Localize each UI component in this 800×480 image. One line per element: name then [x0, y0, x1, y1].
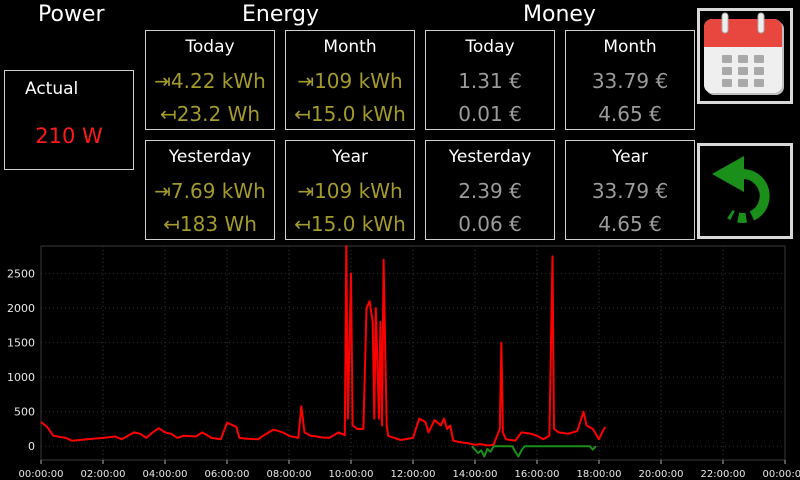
energy-header: Energy — [242, 2, 320, 27]
energy-today-label: Today — [185, 37, 235, 57]
x-tick-label: 02:00:00 — [81, 469, 126, 480]
money-yesterday-credit: 0.06 € — [458, 212, 522, 236]
money-month-panel: Month 33.79 € 4.65 € — [565, 30, 695, 130]
x-tick-label: 00:00:00 — [763, 469, 800, 480]
money-year-panel: Year 33.79 € 4.65 € — [565, 140, 695, 240]
calendar-icon — [704, 12, 784, 95]
power-chart: 0 500 1000 1500 2000 2500 00:00:00 02:00:00 04:… — [7, 245, 800, 480]
energy-month-export: ↤15.0 kWh — [294, 102, 406, 126]
x-tick-label: 20:00:00 — [639, 469, 684, 480]
energy-yesterday-panel: Yesterday ⇥7.69 kWh ↤183 Wh — [145, 140, 275, 240]
chart-y-axis: 0 500 1000 1500 2000 2500 — [7, 268, 35, 454]
energy-month-import: ⇥109 kWh — [297, 69, 403, 93]
money-yesterday-cost: 2.39 € — [458, 179, 522, 203]
money-year-cost: 33.79 € — [591, 179, 669, 203]
energy-yesterday-export: ↤183 Wh — [163, 212, 257, 236]
x-tick-label: 12:00:00 — [391, 469, 436, 480]
energy-month-label: Month — [323, 37, 377, 57]
money-yesterday-label: Yesterday — [448, 147, 532, 167]
series-line — [40, 245, 607, 447]
energy-year-panel: Year ⇥109 kWh ↤15.0 kWh — [285, 140, 415, 240]
series-line — [471, 445, 597, 458]
x-tick-label: 16:00:00 — [515, 469, 560, 480]
x-tick-label: 06:00:00 — [205, 469, 250, 480]
back-button[interactable] — [697, 143, 793, 239]
money-yesterday-panel: Yesterday 2.39 € 0.06 € — [425, 140, 555, 240]
y-tick-label: 500 — [14, 406, 35, 419]
x-tick-label: 14:00:00 — [453, 469, 498, 480]
money-month-label: Month — [603, 37, 657, 57]
chart-x-axis: 00:00:00 02:00:00 04:00:00 06:00:00 08:00:00… — [19, 469, 800, 480]
energy-year-export: ↤15.0 kWh — [294, 212, 406, 236]
power-header: Power — [38, 2, 105, 27]
money-today-cost: 1.31 € — [458, 69, 522, 93]
money-header: Money — [523, 2, 596, 27]
energy-year-label: Year — [332, 147, 368, 167]
y-tick-label: 1000 — [7, 371, 35, 384]
energy-today-panel: Today ⇥4.22 kWh ↤23.2 Wh — [145, 30, 275, 130]
x-tick-label: 22:00:00 — [701, 469, 746, 480]
energy-year-import: ⇥109 kWh — [297, 179, 403, 203]
calendar-button[interactable] — [697, 8, 793, 104]
energy-today-import: ⇥4.22 kWh — [154, 69, 266, 93]
money-month-cost: 33.79 € — [591, 69, 669, 93]
x-tick-label: 04:00:00 — [143, 469, 188, 480]
chart-grid — [40, 245, 786, 464]
money-today-panel: Today 1.31 € 0.01 € — [425, 30, 555, 130]
money-month-credit: 4.65 € — [598, 102, 662, 126]
actual-label: Actual — [25, 79, 79, 99]
y-tick-label: 2000 — [7, 302, 35, 315]
energy-yesterday-import: ⇥7.69 kWh — [154, 179, 266, 203]
money-today-label: Today — [465, 37, 515, 57]
y-tick-label: 1500 — [7, 337, 35, 350]
x-tick-label: 08:00:00 — [267, 469, 312, 480]
money-year-label: Year — [612, 147, 648, 167]
x-tick-label: 18:00:00 — [577, 469, 622, 480]
energy-month-panel: Month ⇥109 kWh ↤15.0 kWh — [285, 30, 415, 130]
money-today-credit: 0.01 € — [458, 102, 522, 126]
x-tick-label: 10:00:00 — [329, 469, 374, 480]
money-year-credit: 4.65 € — [598, 212, 662, 236]
actual-power-panel: Actual 210 W — [4, 70, 134, 170]
energy-today-export: ↤23.2 Wh — [159, 102, 261, 126]
x-tick-label: 00:00:00 — [19, 469, 64, 480]
y-tick-label: 0 — [28, 440, 35, 453]
y-tick-label: 2500 — [7, 268, 35, 281]
undo-arrow-icon — [712, 156, 770, 223]
actual-value: 210 W — [35, 124, 103, 148]
chart-series — [40, 245, 607, 458]
energy-yesterday-label: Yesterday — [168, 147, 252, 167]
